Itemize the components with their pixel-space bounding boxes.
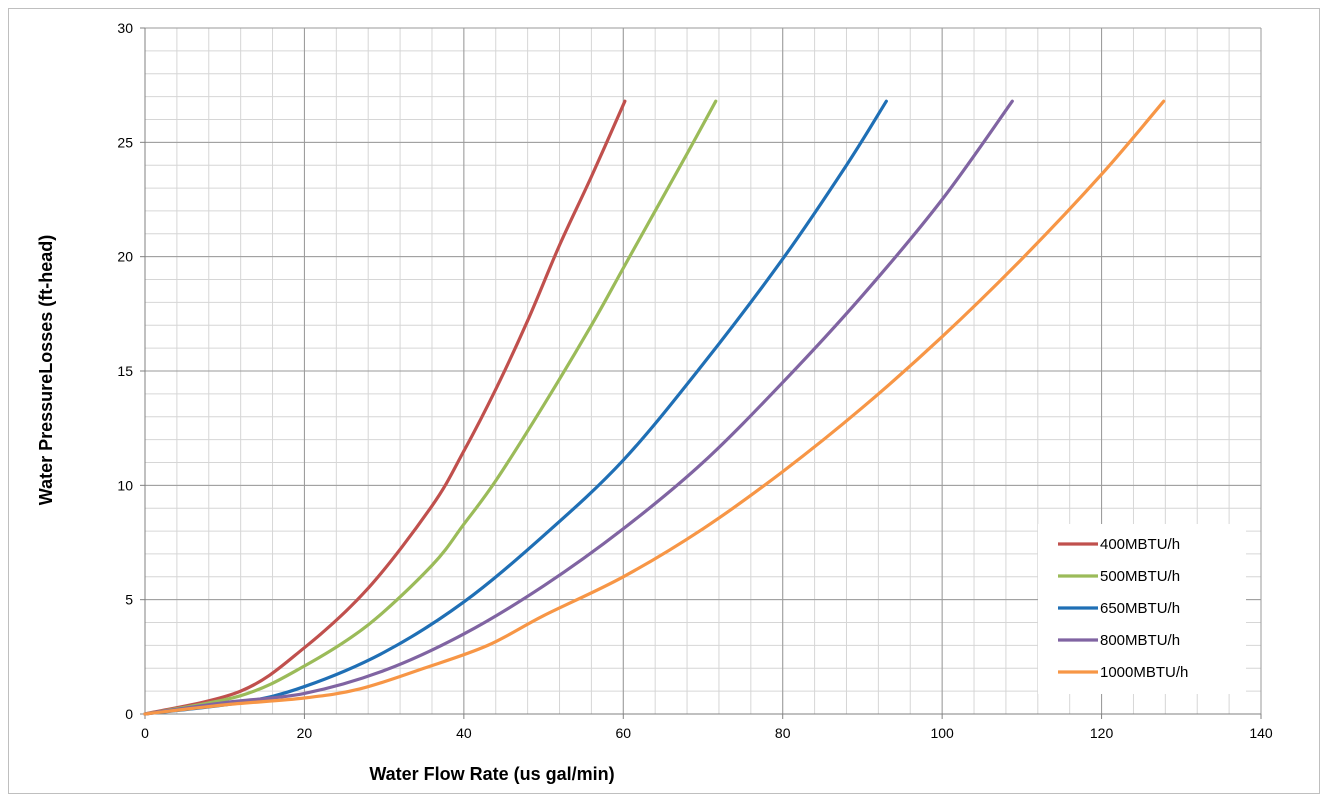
y-tick-label: 25 bbox=[117, 134, 133, 150]
axes bbox=[140, 27, 1262, 719]
legend-label-1: 500MBTU/h bbox=[1100, 568, 1180, 585]
x-tick-label: 120 bbox=[1090, 725, 1114, 741]
series-line-4 bbox=[143, 99, 1166, 716]
series-line-1 bbox=[143, 99, 718, 716]
x-tick-label: 0 bbox=[141, 725, 149, 741]
x-tick-label: 60 bbox=[615, 725, 631, 741]
series-line-3 bbox=[143, 99, 1014, 716]
x-tick-labels: 0 20 40 60 80 100 120 140 bbox=[141, 725, 1273, 741]
y-tick-label: 20 bbox=[117, 249, 133, 265]
y-tick-label: 5 bbox=[125, 592, 133, 608]
y-tick-label: 10 bbox=[117, 477, 133, 493]
y-tick-label: 30 bbox=[117, 20, 133, 36]
y-tick-label: 15 bbox=[117, 363, 133, 379]
legend-label-4: 1000MBTU/h bbox=[1100, 664, 1188, 681]
series-line-2 bbox=[143, 99, 888, 716]
legend-label-2: 650MBTU/h bbox=[1100, 600, 1180, 617]
series-line-0 bbox=[143, 99, 627, 716]
legend-label-0: 400MBTU/h bbox=[1100, 536, 1180, 553]
y-axis-title: Water PressureLosses (ft-head) bbox=[36, 235, 56, 505]
x-tick-label: 20 bbox=[297, 725, 313, 741]
y-tick-label: 0 bbox=[125, 706, 133, 722]
y-tick-labels: 0 5 10 15 20 25 30 bbox=[117, 20, 133, 722]
x-tick-label: 40 bbox=[456, 725, 472, 741]
legend-label-3: 800MBTU/h bbox=[1100, 632, 1180, 649]
series-lines bbox=[143, 99, 1166, 716]
x-tick-label: 100 bbox=[930, 725, 954, 741]
x-tick-label: 80 bbox=[775, 725, 791, 741]
x-tick-label: 140 bbox=[1249, 725, 1273, 741]
x-axis-title: Water Flow Rate (us gal/min) bbox=[369, 764, 614, 784]
legend: 400MBTU/h 500MBTU/h 650MBTU/h 800MBTU/h 1000… bbox=[1038, 524, 1246, 694]
